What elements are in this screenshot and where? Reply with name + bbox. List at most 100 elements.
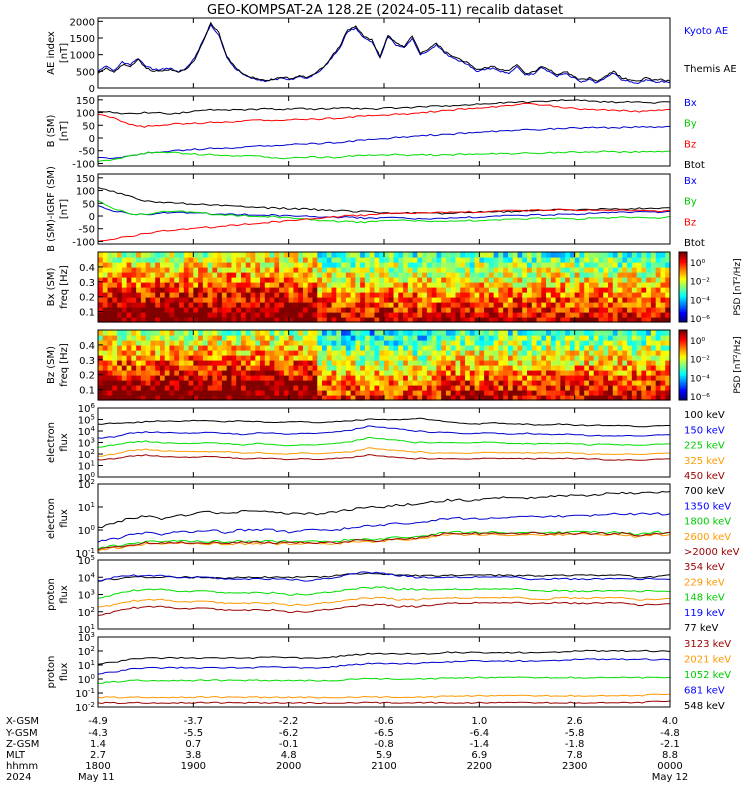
panel-spec_bz-cell — [360, 330, 366, 336]
panel-e_high-ylabel: electron — [46, 498, 57, 539]
panel-spec_bx-cell — [474, 292, 480, 298]
panel-spec_bz-cell — [555, 390, 561, 396]
panel-spec_bx-cell — [527, 302, 533, 308]
panel-spec_bx-cell — [207, 277, 213, 283]
panel-spec_bz-cell — [307, 395, 314, 401]
panel-spec_bx-cell — [565, 257, 571, 263]
panel-spec_bz-cell — [145, 380, 152, 386]
panel-spec_bx-cell — [188, 277, 194, 283]
panel-spec_bx-cell — [245, 287, 252, 293]
panel-spec_bx-cell — [574, 257, 581, 263]
panel-spec_bx-cell — [503, 302, 509, 308]
panel-spec_bx-cell — [522, 317, 528, 323]
panel-spec_bz-cell — [374, 375, 380, 381]
panel-spec_bz-cell — [622, 370, 628, 376]
panel-spec_bz-cell — [579, 340, 585, 346]
panel-spec_bx-cell — [188, 292, 194, 298]
panel-spec_bx-cell — [584, 282, 590, 288]
panel-spec_bx-cell — [422, 297, 428, 303]
panel-spec_bx-cell — [507, 292, 514, 298]
panel-spec_bz-cell — [465, 380, 471, 386]
panel-spec_bz-cell — [398, 345, 404, 351]
panel-spec_bx-cell — [345, 297, 352, 303]
panel-spec_bz-cell — [174, 390, 180, 396]
panel-spec_bx-cell — [360, 287, 366, 293]
panel-spec_bx-cell — [274, 257, 280, 263]
panel-spec_bx-cell — [312, 292, 318, 298]
panel-spec_bx-cell — [608, 292, 614, 298]
panel-spec_bx-cell — [145, 267, 152, 273]
panel-spec_bx-cell — [131, 252, 137, 258]
panel-bsm-series-line — [97, 150, 671, 162]
panel-spec_bz-cell — [569, 365, 576, 371]
panel-spec_bz-cell — [631, 375, 638, 381]
panel-spec_bz-cell — [288, 375, 295, 381]
panel-spec_bz-cell — [531, 390, 538, 396]
panel-spec_bz-cell — [412, 350, 418, 356]
panel-spec_bz-cell — [207, 330, 213, 336]
panel-spec_bz-cell — [646, 365, 652, 371]
panel-spec_bz-cell — [255, 340, 261, 346]
panel-spec_bx-cell — [555, 257, 561, 263]
panel-spec_bz-cell — [326, 370, 333, 376]
panel-spec_bz-cell — [641, 380, 647, 386]
panel-spec_bx-cell — [279, 312, 285, 318]
panel-spec_bz-cell — [655, 330, 662, 336]
panel-spec_bz-cell — [164, 375, 171, 381]
panel-spec_bz-cell — [121, 390, 128, 396]
panel-spec_bz-cell — [279, 350, 285, 356]
panel-spec_bz-cell — [350, 335, 356, 341]
panel-spec_bz-cell — [174, 365, 180, 371]
panel-spec_bx-cell — [369, 257, 376, 263]
panel-spec_bz-cell — [236, 335, 242, 341]
panel-spec_bz-cell — [369, 390, 376, 396]
panel-spec_bz-cell — [131, 360, 137, 366]
panel-spec_bx-cell — [627, 272, 633, 278]
panel-spec_bx-cell — [593, 287, 600, 293]
panel-spec_bx-cell — [350, 317, 356, 323]
panel-spec_bz-cell — [379, 375, 385, 381]
panel-spec_bz-cell — [150, 350, 156, 356]
panel-spec_bx-cell — [293, 312, 299, 318]
panel-spec_bz-cell — [279, 360, 285, 366]
panel-spec_bz-cell — [212, 395, 218, 401]
panel-spec_bz-cell — [388, 335, 395, 341]
panel-spec_bx-cell — [322, 312, 328, 318]
panel-spec_bz-cell — [493, 390, 499, 396]
panel-spec_bx-cell — [550, 307, 557, 313]
panel-spec_bz-cell — [517, 360, 523, 366]
panel-spec_bz-cell — [636, 350, 642, 356]
panel-spec_bx-cell — [522, 277, 528, 283]
panel-bsm-ylabel: [nT] — [59, 121, 70, 141]
panel-spec_bz-cell — [617, 370, 623, 376]
panel-spec_bz-cell — [283, 355, 290, 361]
panel-spec_bz-cell — [488, 340, 495, 346]
panel-spec_bz-cell — [431, 365, 438, 371]
panel-bsm-series-line — [97, 102, 671, 128]
panel-spec_bx-cell — [336, 307, 342, 313]
panel-spec_bx-cell — [112, 312, 118, 318]
panel-spec_bx-cell — [198, 292, 204, 298]
panel-spec_bx-cell — [145, 252, 152, 258]
panel-spec_bz-cell — [264, 395, 271, 401]
panel-spec_bx-cell — [231, 302, 237, 308]
ephemeris-value: 4.0 — [662, 716, 678, 727]
panel-spec_bx-cell — [212, 262, 218, 268]
panel-spec_bx-cell — [288, 292, 295, 298]
panel-spec_bx-cell — [660, 267, 666, 273]
panel-spec_bz-cell — [374, 330, 380, 336]
panel-bsm-ytick-label: 50 — [82, 121, 95, 132]
panel-spec_bz-cell — [627, 395, 633, 401]
panel-spec_bz-cell — [393, 345, 399, 351]
panel-spec_bx-cell — [174, 267, 180, 273]
panel-spec_bx-cell — [650, 297, 657, 303]
panel-spec_bz-cell — [164, 370, 171, 376]
panel-spec_bx-cell — [455, 282, 461, 288]
panel-spec_bx-cell — [617, 262, 623, 268]
panel-spec_bx-cell — [393, 252, 399, 258]
panel-spec_bx-cell — [403, 317, 409, 323]
panel-spec_bx-colorbar-cell — [679, 297, 687, 300]
panel-spec_bz-cell — [179, 365, 185, 371]
panel-spec_bx-cell — [231, 252, 237, 258]
panel-spec_bx-cell — [550, 292, 557, 298]
